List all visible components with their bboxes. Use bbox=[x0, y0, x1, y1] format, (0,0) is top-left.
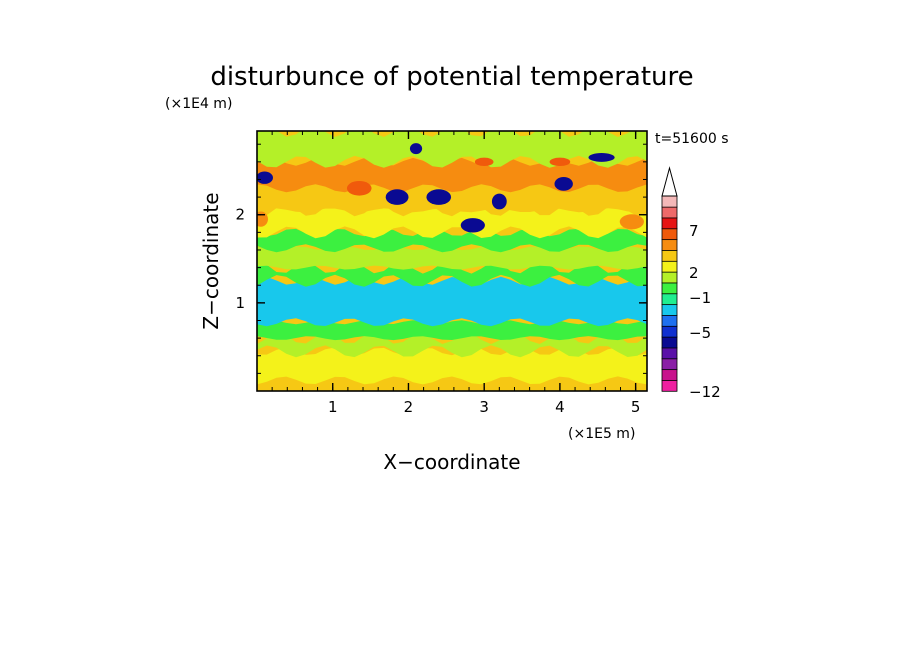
colorbar-swatch bbox=[661, 206, 678, 219]
x-tick-label: 4 bbox=[555, 398, 565, 416]
contour-cell bbox=[257, 211, 268, 227]
contour-cell bbox=[554, 176, 573, 191]
y-tick-label: 1 bbox=[235, 294, 245, 312]
colorbar-swatch bbox=[661, 293, 678, 306]
x-unit-label: (×1E5 m) bbox=[568, 426, 635, 442]
x-tick-label: 1 bbox=[328, 398, 338, 416]
contour-cell bbox=[460, 218, 485, 233]
colorbar-swatch bbox=[661, 260, 678, 273]
colorbar-label: −5 bbox=[689, 324, 711, 342]
plot-frame bbox=[256, 130, 648, 392]
colorbar-swatch bbox=[661, 238, 678, 251]
plot-area bbox=[256, 130, 648, 392]
colorbar-swatch bbox=[661, 368, 678, 381]
colorbar-swatch bbox=[661, 314, 678, 327]
colorbar-extend-arrow bbox=[661, 166, 678, 197]
time-label: t=51600 s bbox=[655, 131, 729, 147]
colorbar-swatch bbox=[661, 195, 678, 208]
colorbar-label: 7 bbox=[689, 222, 699, 240]
contour-cell bbox=[619, 214, 644, 230]
contour-band bbox=[257, 246, 647, 270]
colorbar-label: −1 bbox=[689, 289, 711, 307]
contour-cell bbox=[588, 153, 615, 162]
contour-band bbox=[257, 276, 647, 327]
contour-band bbox=[257, 378, 647, 391]
colorbar-swatch bbox=[661, 282, 678, 295]
contour-band bbox=[257, 204, 647, 239]
y-tick-label: 2 bbox=[235, 206, 245, 224]
contour-cell bbox=[409, 143, 423, 155]
colorbar-swatch bbox=[661, 358, 678, 371]
colorbar-swatch bbox=[661, 271, 678, 284]
x-axis-label: X−coordinate bbox=[383, 450, 520, 474]
contour-cell bbox=[385, 189, 409, 205]
y-axis-label: Z−coordinate bbox=[199, 192, 223, 329]
chart-title: disturbunce of potential temperature bbox=[210, 62, 693, 92]
contour-cell bbox=[549, 157, 571, 167]
colorbar-swatch bbox=[661, 249, 678, 262]
x-tick-label: 2 bbox=[404, 398, 414, 416]
contour-cell bbox=[426, 189, 452, 205]
colorbar-swatch bbox=[661, 303, 678, 316]
colorbar-label: −12 bbox=[689, 383, 721, 401]
contour-cell bbox=[346, 180, 372, 196]
colorbar-swatch bbox=[661, 336, 678, 349]
contour-band bbox=[257, 228, 647, 253]
colorbar-swatch bbox=[661, 379, 678, 392]
contour-band bbox=[257, 131, 647, 168]
y-unit-label: (×1E4 m) bbox=[165, 96, 232, 112]
x-tick-label: 5 bbox=[631, 398, 641, 416]
colorbar: 7 2 −1 −5 −12 bbox=[661, 166, 721, 401]
colorbar-swatch bbox=[661, 228, 678, 241]
colorbar-swatch bbox=[661, 217, 678, 230]
contour-cell bbox=[491, 193, 507, 210]
colorbar-swatch bbox=[661, 325, 678, 338]
x-tick-label: 3 bbox=[479, 398, 489, 416]
contour-cell bbox=[474, 157, 494, 167]
colorbar-swatch bbox=[661, 347, 678, 360]
colorbar-label: 2 bbox=[689, 264, 699, 282]
contour-cell bbox=[257, 171, 273, 184]
